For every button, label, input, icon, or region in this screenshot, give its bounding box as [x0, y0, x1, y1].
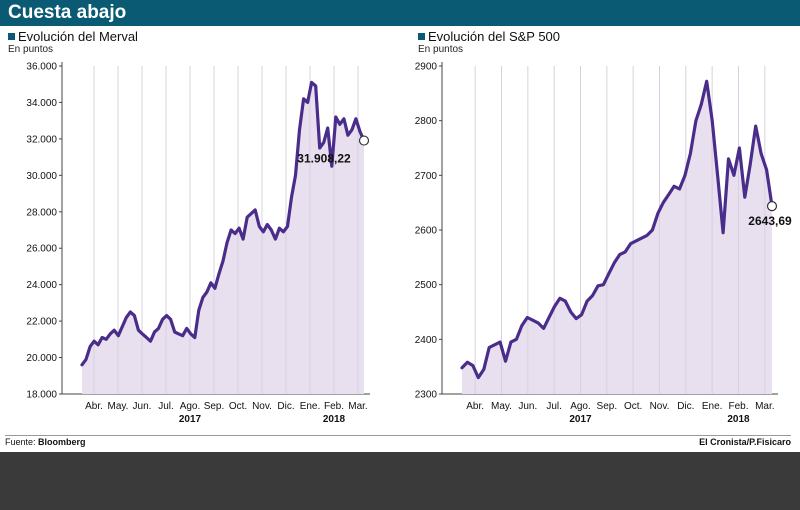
merval-year-label: 2018: [323, 414, 346, 425]
merval-subtitle: En puntos: [8, 44, 54, 55]
merval-y-tick-label: 18.000: [26, 390, 57, 401]
sp500-month-label: Ago.: [570, 401, 591, 412]
merval-month-label: Nov.: [252, 401, 272, 412]
sp500-month-label: Nov.: [650, 401, 670, 412]
sp500-last-point: [766, 201, 778, 212]
sp500-y-tick-label: 2400: [415, 335, 438, 346]
sp500-month-label: Jul.: [546, 401, 562, 412]
merval-y-tick-label: 36.000: [26, 62, 57, 73]
sp500-line: [460, 79, 774, 380]
merval-y-tick-label: 34.000: [26, 98, 57, 109]
merval-last-point: [358, 135, 370, 146]
merval-month-label: Oct.: [229, 401, 247, 412]
title-square-icon: [8, 33, 15, 40]
sp500-month-label: Abr.: [466, 401, 484, 412]
sp500-y-tick-label: 2600: [415, 226, 438, 237]
merval-year-label: 2017: [179, 414, 202, 425]
footer-credit: El Cronista/P.Fisicaro: [699, 437, 791, 447]
sp500-month-label: Mar.: [755, 401, 774, 412]
page-title: Cuesta abajo: [8, 2, 127, 23]
sp500-month-label: Dic.: [677, 401, 694, 412]
footer-divider: [5, 435, 791, 436]
merval-line: [80, 80, 366, 367]
merval-chart-title: Evolución del Merval: [8, 29, 138, 44]
sp500-y-tick-label: 2800: [415, 116, 438, 127]
merval-month-label: Jul.: [158, 401, 174, 412]
sp500-month-label: Ene.: [702, 401, 723, 412]
sp500-y-tick-label: 2300: [415, 390, 438, 401]
merval-month-label: Abr.: [85, 401, 103, 412]
sp500-chart-title: Evolución del S&P 500: [418, 29, 560, 44]
merval-y-tick-label: 24.000: [26, 280, 57, 291]
footer-source: Fuente: Bloomberg: [5, 437, 86, 447]
merval-month-label: Ago.: [180, 401, 201, 412]
merval-y-tick-label: 28.000: [26, 207, 57, 218]
sp500-month-label: Jun.: [518, 401, 537, 412]
sp500-y-tick-label: 2500: [415, 280, 438, 291]
title-square-icon: [418, 33, 425, 40]
merval-y-tick-label: 32.000: [26, 134, 57, 145]
merval-y-tick-label: 20.000: [26, 353, 57, 364]
merval-month-label: Jun.: [133, 401, 152, 412]
sp500-subtitle: En puntos: [418, 44, 464, 55]
merval-area: [82, 82, 364, 395]
merval-month-label: May.: [108, 401, 129, 412]
sp500-month-label: May.: [491, 401, 512, 412]
sp500-y-tick-label: 2900: [415, 62, 438, 73]
sp500-month-label: Sep.: [597, 401, 618, 412]
footer-source-label: Fuente:: [5, 437, 36, 447]
merval-month-label: Ene.: [300, 401, 321, 412]
header-bar: Cuesta abajo: [0, 0, 800, 26]
sp500-area: [462, 81, 772, 395]
merval-month-label: Mar.: [348, 401, 367, 412]
merval-month-label: Sep.: [204, 401, 225, 412]
sp500-year-label: 2017: [569, 414, 592, 425]
sp500-y-tick-label: 2700: [415, 171, 438, 182]
sp500-last-value-label: 2643,69: [748, 214, 792, 228]
charts-svg: 18.000 20.000 22.000 24.000 26.000 28.000 30.0…: [26, 62, 792, 426]
merval-last-value-label: 31.908,22: [297, 152, 351, 166]
sp500-month-label: Oct.: [624, 401, 642, 412]
sp500-year-label: 2018: [727, 414, 750, 425]
merval-month-label: Feb.: [324, 401, 344, 412]
merval-y-tick-label: 22.000: [26, 317, 57, 328]
sp500-month-label: Feb.: [728, 401, 748, 412]
merval-month-label: Dic.: [277, 401, 294, 412]
footer-source-name: Bloomberg: [38, 437, 86, 447]
chart-card: Cuesta abajo Evolución del Merval En pun…: [0, 0, 800, 452]
sp500-title-text: Evolución del S&P 500: [428, 29, 561, 44]
merval-y-tick-label: 26.000: [26, 244, 57, 255]
merval-y-tick-label: 30.000: [26, 171, 57, 182]
merval-title-text: Evolución del Merval: [18, 29, 138, 44]
